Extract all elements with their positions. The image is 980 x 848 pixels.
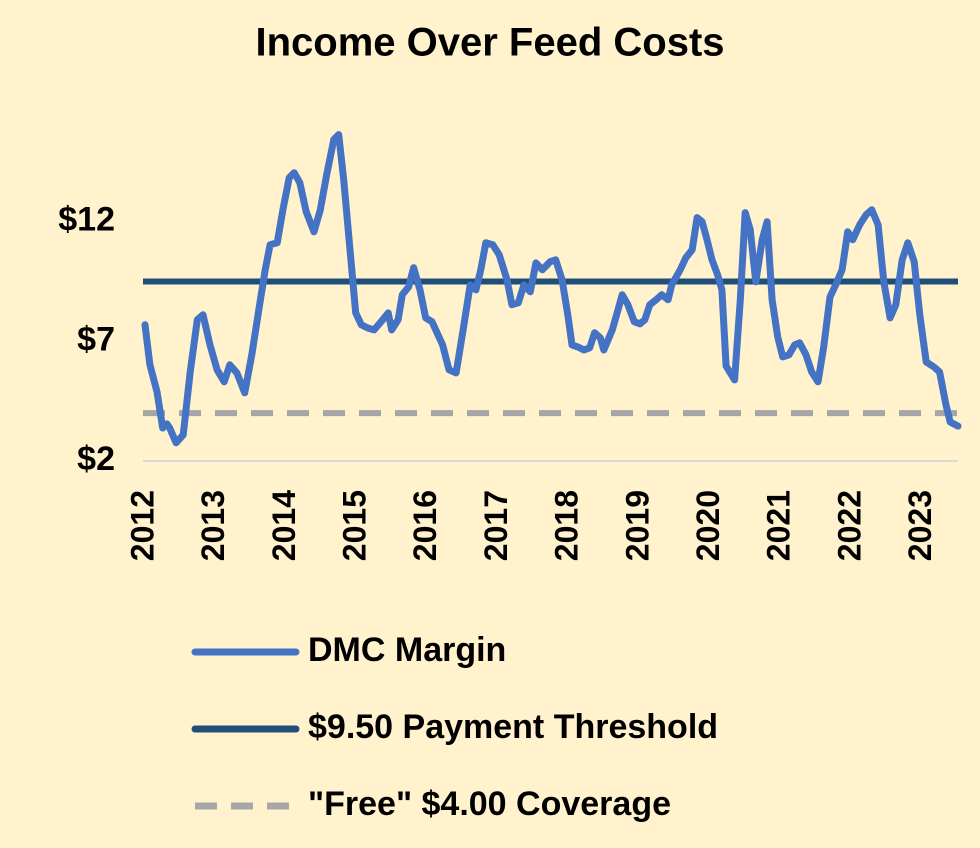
x-tick-label: 2017 [478,490,514,561]
y-tick-label: $2 [77,440,115,478]
data-line [141,131,962,447]
x-tick-label: 2021 [761,490,797,561]
x-tick-label: 2013 [195,490,231,561]
legend-label: DMC Margin [308,631,506,669]
x-tick-label: 2019 [619,490,655,561]
legend-label: $9.50 Payment Threshold [308,708,718,746]
x-tick-label: 2014 [266,490,302,561]
x-tick-label: 2012 [124,490,160,561]
chart-title: Income Over Feed Costs [255,21,724,65]
x-tick-label: 2023 [902,490,938,561]
x-tick-label: 2015 [337,490,373,561]
x-tick-label: 2022 [831,490,867,561]
x-tick-label: 2016 [407,490,443,561]
x-tick-label: 2018 [549,490,585,561]
y-tick-label: $12 [58,201,115,239]
x-tick-label: 2020 [690,490,726,561]
y-tick-label: $7 [77,320,115,358]
legend-label: "Free" $4.00 Coverage [308,785,671,823]
